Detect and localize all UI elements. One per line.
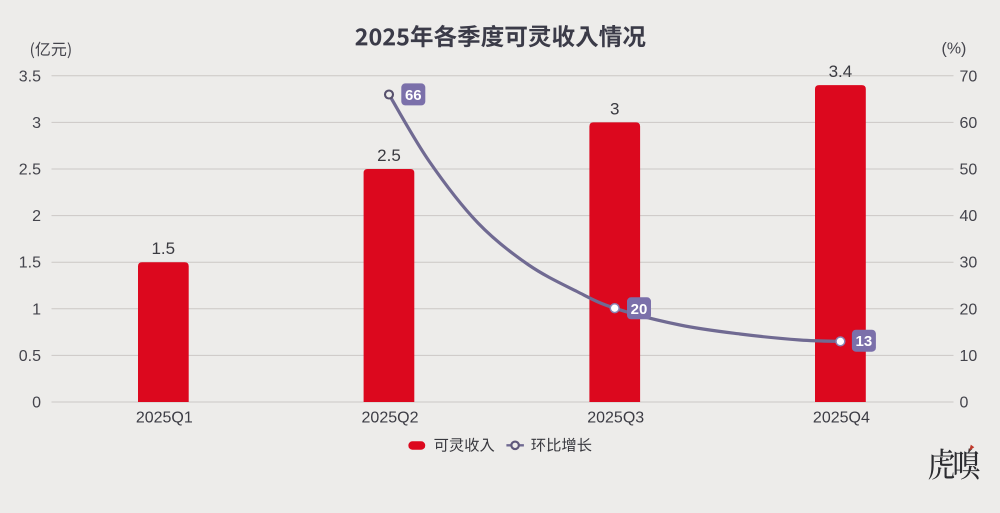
- svg-text:0.5: 0.5: [19, 348, 41, 365]
- svg-text:10: 10: [960, 348, 978, 365]
- svg-text:40: 40: [960, 208, 978, 225]
- svg-text:0: 0: [960, 395, 969, 412]
- svg-text:70: 70: [960, 68, 978, 85]
- svg-text:2: 2: [32, 208, 41, 225]
- svg-text:0: 0: [32, 395, 41, 412]
- svg-text:50: 50: [960, 162, 978, 179]
- svg-text:3: 3: [32, 115, 41, 132]
- svg-text:1.5: 1.5: [151, 239, 175, 258]
- svg-text:2025Q1: 2025Q1: [136, 410, 193, 427]
- svg-text:2025Q4: 2025Q4: [813, 410, 870, 427]
- svg-text:20: 20: [631, 301, 648, 318]
- svg-text:30: 30: [960, 255, 978, 272]
- svg-text:2025Q2: 2025Q2: [362, 410, 419, 427]
- svg-text:(%): (%): [942, 41, 967, 58]
- svg-text:3.4: 3.4: [829, 62, 853, 81]
- svg-text:1: 1: [32, 301, 41, 318]
- svg-text:66: 66: [405, 87, 422, 104]
- svg-text:2.5: 2.5: [19, 162, 41, 179]
- svg-text:3: 3: [610, 99, 619, 118]
- svg-text:20: 20: [960, 301, 978, 318]
- svg-text:2025Q3: 2025Q3: [587, 410, 644, 427]
- svg-text:60: 60: [960, 115, 978, 132]
- svg-text:13: 13: [856, 333, 873, 350]
- svg-text:3.5: 3.5: [19, 68, 41, 85]
- svg-text:1.5: 1.5: [19, 255, 41, 272]
- svg-text:2.5: 2.5: [377, 146, 401, 165]
